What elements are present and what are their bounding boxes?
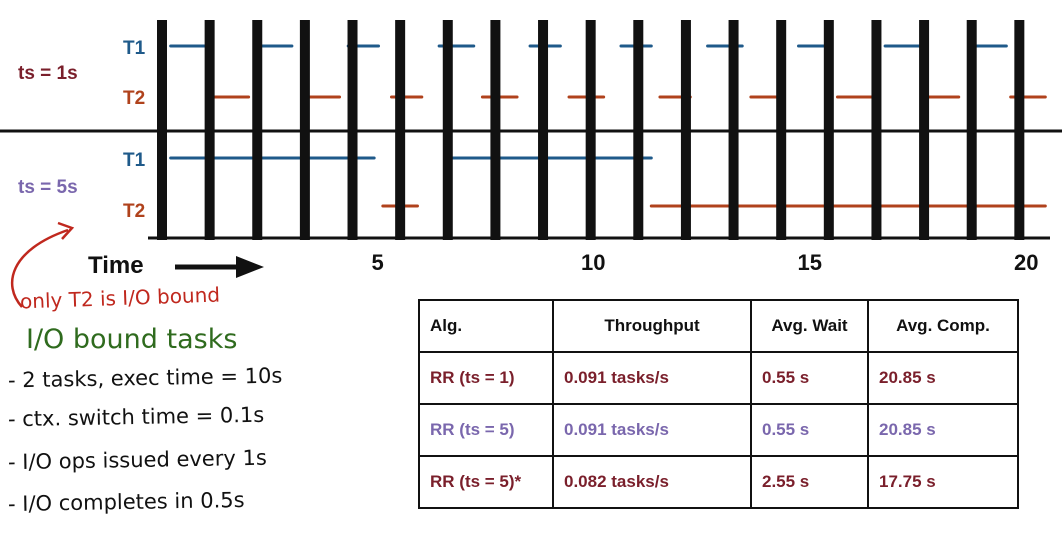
header-alg: Alg.	[418, 299, 554, 353]
task-label-t2-ts1: T2	[123, 88, 146, 109]
cell-alg: RR (ts = 1)	[418, 351, 554, 405]
context-switch-bar	[538, 20, 549, 240]
cell-avg-wait: 0.55 s	[750, 403, 869, 457]
notes-bullet: - 2 tasks, exec time = 10s	[7, 363, 283, 393]
cell-throughput: 0.091 tasks/s	[552, 351, 752, 405]
context-switch-bar	[776, 20, 787, 240]
context-switch-bar	[585, 20, 596, 240]
cell-avg-comp: 17.75 s	[867, 455, 1019, 509]
context-switch-bar	[157, 20, 167, 240]
context-switch-bar	[919, 20, 930, 240]
axis-tick-label: 15	[797, 250, 822, 275]
notes-bullet: - I/O completes in 0.5s	[7, 487, 245, 517]
table-header-row: Alg. Throughput Avg. Wait Avg. Comp.	[418, 299, 1019, 353]
context-switch-bar	[633, 20, 644, 240]
cell-throughput: 0.082 tasks/s	[552, 455, 752, 509]
axis-tick-label: 10	[581, 250, 606, 275]
task-label-t2-ts5: T2	[123, 201, 146, 222]
table-row: RR (ts = 1) 0.091 tasks/s 0.55 s 20.85 s	[418, 351, 1019, 405]
context-switch-bar	[442, 20, 453, 240]
notes-heading: I/O bound tasks	[26, 324, 238, 355]
header-throughput: Throughput	[552, 299, 752, 353]
axis-tick-label: 20	[1014, 250, 1039, 275]
context-switch-bars	[157, 20, 1025, 240]
comparison-table: Alg. Throughput Avg. Wait Avg. Comp. RR …	[418, 299, 1019, 509]
table-row: RR (ts = 5)* 0.082 tasks/s 2.55 s 17.75 …	[418, 455, 1019, 509]
cell-alg: RR (ts = 5)*	[418, 455, 554, 509]
context-switch-bar	[204, 20, 215, 240]
header-avg-wait: Avg. Wait	[750, 299, 869, 353]
callout-arrow-icon	[10, 221, 75, 308]
cell-alg: RR (ts = 5)	[418, 403, 554, 457]
context-switch-bar	[728, 20, 739, 240]
context-switch-bar	[299, 20, 310, 240]
cell-avg-wait: 0.55 s	[750, 351, 869, 405]
timeline-diagram	[0, 20, 1062, 278]
context-switch-bar	[490, 20, 501, 240]
notes-bullet: - ctx. switch time = 0.1s	[7, 402, 265, 432]
context-switch-bar	[680, 20, 691, 240]
cell-avg-comp: 20.85 s	[867, 351, 1019, 405]
long-right-arrow-icon	[175, 256, 264, 278]
axis-title: Time	[88, 252, 144, 279]
notes-bullet: - I/O ops issued every 1s	[7, 445, 267, 475]
cell-avg-wait: 2.55 s	[750, 455, 869, 509]
cell-throughput: 0.091 tasks/s	[552, 403, 752, 457]
row-label-ts1: ts = 1s	[18, 63, 78, 84]
context-switch-bar	[823, 20, 834, 240]
context-switch-bar	[1014, 20, 1025, 240]
row-label-ts5: ts = 5s	[18, 177, 78, 198]
context-switch-bar	[347, 20, 358, 240]
header-avg-comp: Avg. Comp.	[867, 299, 1019, 353]
context-switch-bar	[966, 20, 977, 240]
axis-tick-label: 5	[371, 250, 384, 275]
task-label-t1-ts1: T1	[123, 38, 146, 59]
context-switch-bar	[871, 20, 882, 240]
context-switch-bar	[252, 20, 263, 240]
context-switch-bar	[395, 20, 406, 240]
table-row: RR (ts = 5) 0.091 tasks/s 0.55 s 20.85 s	[418, 403, 1019, 457]
task-label-t1-ts5: T1	[123, 150, 146, 171]
cell-avg-comp: 20.85 s	[867, 403, 1019, 457]
